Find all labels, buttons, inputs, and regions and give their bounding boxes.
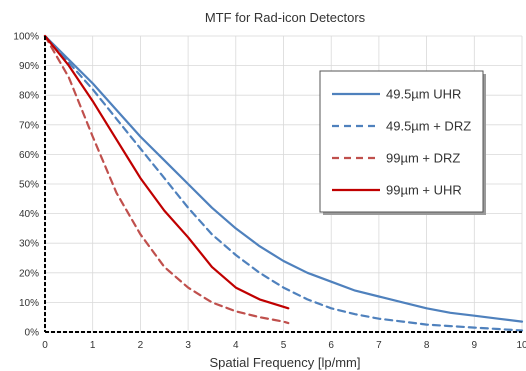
x-tick-label: 2 [138,340,144,351]
legend-label: 49.5µm UHR [386,87,461,102]
y-tick-label: 60% [19,150,39,161]
y-tick-label: 100% [13,32,39,43]
y-tick-label: 30% [19,239,39,250]
x-tick-label: 5 [281,340,287,351]
series-layer [43,34,524,332]
series-line-3 [43,34,290,325]
x-tick-label: 8 [424,340,430,351]
y-tick-label: 20% [19,268,39,279]
series-line-1 [43,34,524,323]
y-tick-label: 50% [19,180,39,191]
y-tick-label: 10% [19,298,39,309]
tick-labels: 0 1 2 3 4 5 6 7 8 9 100%10%20%30%40%50%60%70%80%90… [13,32,526,352]
axis-layer [44,36,522,333]
y-tick-label: 40% [19,209,39,220]
y-tick-label: 90% [19,61,39,72]
x-tick-label: 10 [516,340,526,351]
series-line-2 [43,34,524,332]
x-tick-label: 4 [233,340,239,351]
legend-label: 49.5µm + DRZ [386,119,471,134]
x-tick-label: 1 [90,340,96,351]
y-tick-label: 0% [25,328,40,339]
legend-label: 99µm + DRZ [386,151,460,166]
x-tick-label: 9 [472,340,478,351]
legend: 49.5µm UHR 49.5µm + DRZ 99µm + DRZ 99µm + U… [319,70,486,215]
x-tick-label: 3 [185,340,191,351]
x-tick-label: 0 [42,340,48,351]
y-tick-label: 80% [19,91,39,102]
series-line-4 [43,34,290,310]
x-tick-label: 6 [328,340,334,351]
x-tick-label: 7 [376,340,382,351]
x-axis-label: Spatial Frequency [lp/mm] [209,355,360,370]
chart-title: MTF for Rad-icon Detectors [205,10,366,25]
legend-label: 99µm + UHR [386,183,462,198]
y-tick-label: 70% [19,120,39,131]
